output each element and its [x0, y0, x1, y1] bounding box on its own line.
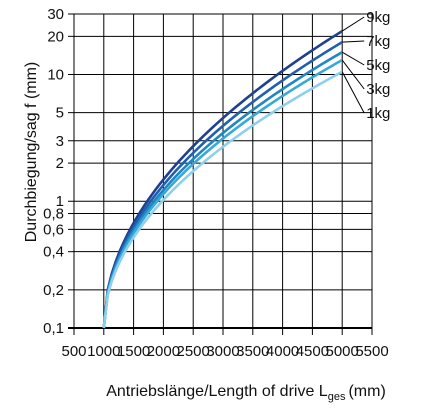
x-tick-label: 5000: [326, 343, 359, 360]
series-line-1kg: [102, 70, 343, 329]
series-labels: 9kg 7kg 5kg 3kg 1kg: [341, 9, 390, 122]
x-tick-label: 2000: [147, 343, 180, 360]
y-tick-label: 0,1: [43, 320, 64, 337]
series-leader-3kg: [341, 59, 365, 90]
y-tick-labels: 0,1 0,2 0,4 0,60,81 2 3 5 10 20 30: [43, 6, 64, 337]
series-line-3kg: [102, 58, 343, 329]
y-tick-label: 10: [47, 66, 64, 83]
series-leader-5kg: [341, 51, 365, 66]
x-tick-label: 3500: [236, 343, 269, 360]
series-label-5kg: 5kg: [366, 57, 390, 74]
x-tick-label: 4500: [296, 343, 329, 360]
series-label-9kg: 9kg: [366, 9, 390, 26]
x-tick-label: 4000: [266, 343, 299, 360]
series-line-7kg: [102, 41, 343, 329]
series-line-9kg: [102, 29, 343, 329]
y-tick-label: 0,4: [43, 244, 64, 261]
series-label-1kg: 1kg: [366, 105, 390, 122]
y-tick-label: 20: [47, 28, 64, 45]
x-tick-label: 500: [61, 343, 86, 360]
series-leader-7kg: [342, 40, 365, 43]
y-tick-label: 0,2: [43, 282, 64, 299]
series-line-5kg: [102, 51, 343, 329]
y-tick-label: 5: [56, 105, 64, 122]
x-tick-label: 5500: [355, 343, 388, 360]
x-axis-title-main: Antriebslänge/Length of drive L: [106, 383, 328, 400]
x-axis-title-unit: (mm): [348, 383, 385, 400]
y-tick-label: 2: [56, 155, 64, 172]
x-tick-labels: 500 1000150020002500300035004000450050005…: [61, 343, 388, 360]
y-tick-label: 1: [56, 193, 64, 210]
y-tick-label: 0,8: [43, 206, 64, 223]
series-leader-1kg: [341, 71, 365, 114]
x-tick-label: 1000: [87, 343, 120, 360]
y-tick-label: 0,6: [43, 221, 64, 238]
series-leader-9kg: [341, 16, 365, 32]
y-tick-label: 30: [47, 6, 64, 23]
x-tick-label: 3000: [206, 343, 239, 360]
x-axis-title: Antriebslänge/Length of drive Lges (mm): [106, 383, 386, 403]
x-axis-title-subscript: ges: [328, 391, 346, 403]
series-label-3kg: 3kg: [366, 81, 390, 98]
series-label-7kg: 7kg: [366, 33, 390, 50]
y-axis-title: Durchbiegung/sag f (mm): [23, 62, 40, 243]
x-tick-label: 2500: [177, 343, 210, 360]
y-tick-label: 3: [56, 133, 64, 150]
series-layer: [102, 29, 343, 329]
x-tick-label: 1500: [117, 343, 150, 360]
